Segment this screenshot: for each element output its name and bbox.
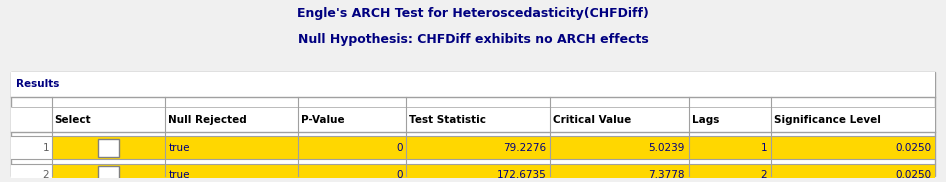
Text: Engle's ARCH Test for Heteroscedasticity(CHFDiff): Engle's ARCH Test for Heteroscedasticity… xyxy=(297,7,649,20)
Text: 1: 1 xyxy=(761,143,767,153)
Text: 1: 1 xyxy=(43,143,49,153)
Text: Null Hypothesis: CHFDiff exhibits no ARCH effects: Null Hypothesis: CHFDiff exhibits no ARC… xyxy=(298,33,648,46)
Bar xyxy=(10,164,52,182)
Text: 0: 0 xyxy=(396,143,402,153)
Text: Test Statistic: Test Statistic xyxy=(409,114,486,124)
Text: 0.0250: 0.0250 xyxy=(895,170,932,180)
Text: Null Rejected: Null Rejected xyxy=(167,114,247,124)
Text: 5.0239: 5.0239 xyxy=(649,143,685,153)
Text: 79.2276: 79.2276 xyxy=(503,143,546,153)
Text: true: true xyxy=(168,170,190,180)
Text: 172.6735: 172.6735 xyxy=(497,170,546,180)
Text: 0: 0 xyxy=(396,170,402,180)
Text: Lags: Lags xyxy=(692,114,719,124)
Bar xyxy=(10,136,52,159)
Text: 2: 2 xyxy=(43,170,49,180)
Text: 7.3778: 7.3778 xyxy=(648,170,685,180)
Text: 0.0250: 0.0250 xyxy=(895,143,932,153)
Text: Select: Select xyxy=(55,114,92,124)
Bar xyxy=(98,139,119,157)
Text: Significance Level: Significance Level xyxy=(774,114,881,124)
Text: 2: 2 xyxy=(761,170,767,180)
Text: true: true xyxy=(168,143,190,153)
Bar xyxy=(98,166,119,182)
Text: P-Value: P-Value xyxy=(301,114,345,124)
Text: Results: Results xyxy=(15,79,59,89)
Text: Critical Value: Critical Value xyxy=(552,114,631,124)
